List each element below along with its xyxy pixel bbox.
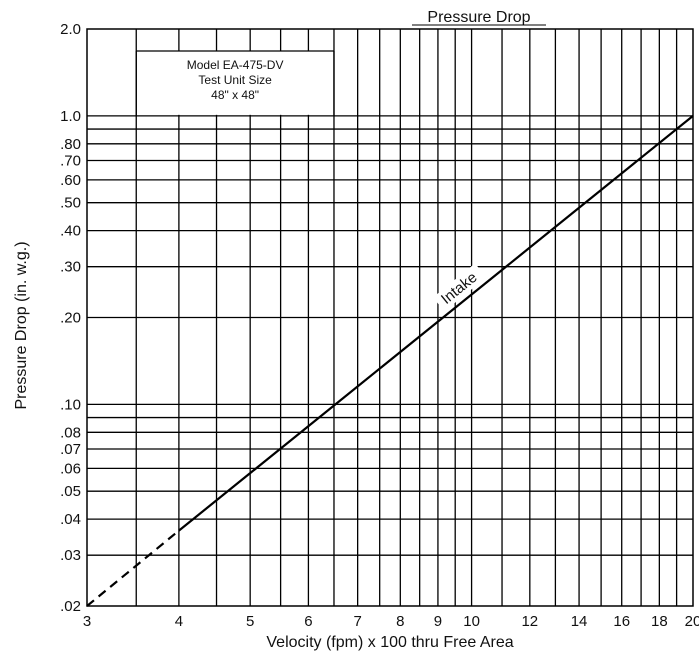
x-tick-label: 5 xyxy=(246,613,254,630)
x-tick-label: 14 xyxy=(571,613,588,630)
x-tick-label: 3 xyxy=(83,613,91,630)
x-tick-label: 16 xyxy=(613,613,630,630)
x-tick-label: 18 xyxy=(651,613,668,630)
y-tick-label: .10 xyxy=(60,396,81,413)
x-tick-label: 4 xyxy=(175,613,183,630)
y-tick-label: .20 xyxy=(60,310,81,327)
x-tick-labels: 3 4 5 6 7 8 9 10 12 14 16 18 20 xyxy=(83,613,699,630)
annotation-size: 48" x 48" xyxy=(211,88,259,102)
y-tick-labels: 2.0 1.0 .80.70 .60 .50 .40 .30 .20 .10 .08.07 .06.… xyxy=(60,21,81,615)
x-axis-label: Velocity (fpm) x 100 thru Free Area xyxy=(266,634,513,651)
x-tick-label: 9 xyxy=(434,613,442,630)
y-tick-label: .04 xyxy=(60,511,81,528)
x-tick-label: 12 xyxy=(521,613,538,630)
x-tick-label: 10 xyxy=(463,613,480,630)
y-tick-label: .60 xyxy=(60,172,81,189)
y-tick-label: .02 xyxy=(60,598,81,615)
chart-title: Pressure Drop xyxy=(427,9,530,26)
y-tick-label: 2.0 xyxy=(60,21,81,38)
annotation-box-border xyxy=(135,50,335,116)
annotation-model: Model EA-475-DV xyxy=(187,58,284,72)
y-tick-label: .50 xyxy=(60,195,81,212)
intake-extrapolation-line xyxy=(86,529,180,607)
y-tick-label: .80 xyxy=(60,136,81,153)
y-tick-label: .07 xyxy=(60,441,81,458)
intake-line xyxy=(178,114,694,532)
grid xyxy=(87,29,693,606)
series-label-background xyxy=(433,263,487,312)
x-tick-label: 6 xyxy=(304,613,312,630)
series-layer xyxy=(86,114,694,607)
x-tick-label: 20 xyxy=(685,613,699,630)
y-tick-label: .05 xyxy=(60,483,81,500)
annotation-test-unit: Test Unit Size xyxy=(198,73,272,87)
x-tick-label: 7 xyxy=(353,613,361,630)
y-tick-label: .03 xyxy=(60,547,81,564)
y-tick-label: .70 xyxy=(60,153,81,170)
plot-frame xyxy=(86,28,694,607)
y-tick-label: .06 xyxy=(60,460,81,477)
y-tick-label: .30 xyxy=(60,259,81,276)
annotation-box xyxy=(137,51,333,115)
y-axis-label: Pressure Drop (in. w.g.) xyxy=(13,241,30,409)
y-tick-label: 1.0 xyxy=(60,108,81,125)
y-tick-label: .08 xyxy=(60,424,81,441)
x-tick-label: 8 xyxy=(396,613,404,630)
y-tick-label: .40 xyxy=(60,223,81,240)
